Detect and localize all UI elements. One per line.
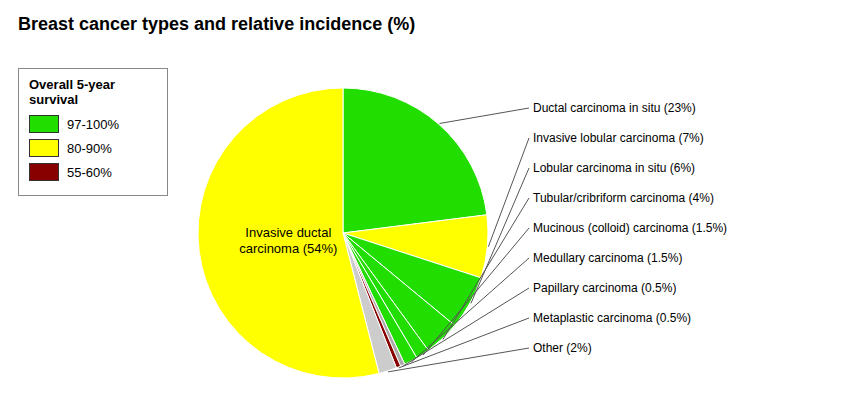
svg-text:Tubular/cribriform carcinoma (: Tubular/cribriform carcinoma (4%) bbox=[533, 191, 714, 205]
svg-text:Metaplastic carcinoma (0.5%): Metaplastic carcinoma (0.5%) bbox=[533, 311, 691, 325]
html-text:55-60%: 55-60% bbox=[67, 164, 112, 180]
html-text:Breast cancer types and relati: Breast cancer types and relative inciden… bbox=[18, 14, 416, 34]
svg-text:Invasive ductalcarcinoma (54%): Invasive ductalcarcinoma (54%) bbox=[239, 224, 337, 255]
svg-text:Invasive lobular carcinoma (7%: Invasive lobular carcinoma (7%) bbox=[533, 131, 704, 145]
svg-text:Other (2%): Other (2%) bbox=[533, 341, 592, 355]
svg-text:Medullary carcinoma (1.5%): Medullary carcinoma (1.5%) bbox=[533, 251, 682, 265]
html-text:80-90%: 80-90% bbox=[67, 140, 112, 156]
html-text:Overall 5-year survival: Overall 5-year survival bbox=[29, 77, 115, 107]
svg-text:Ductal carcinoma in situ (23%): Ductal carcinoma in situ (23%) bbox=[533, 101, 696, 115]
svg-text:Papillary carcinoma (0.5%): Papillary carcinoma (0.5%) bbox=[533, 281, 676, 295]
svg-text:Mucinous (colloid) carcinoma (: Mucinous (colloid) carcinoma (1.5%) bbox=[533, 221, 727, 235]
svg-text:Lobular carcinoma in situ (6%): Lobular carcinoma in situ (6%) bbox=[533, 161, 695, 175]
html-text:97-100%: 97-100% bbox=[67, 116, 119, 132]
